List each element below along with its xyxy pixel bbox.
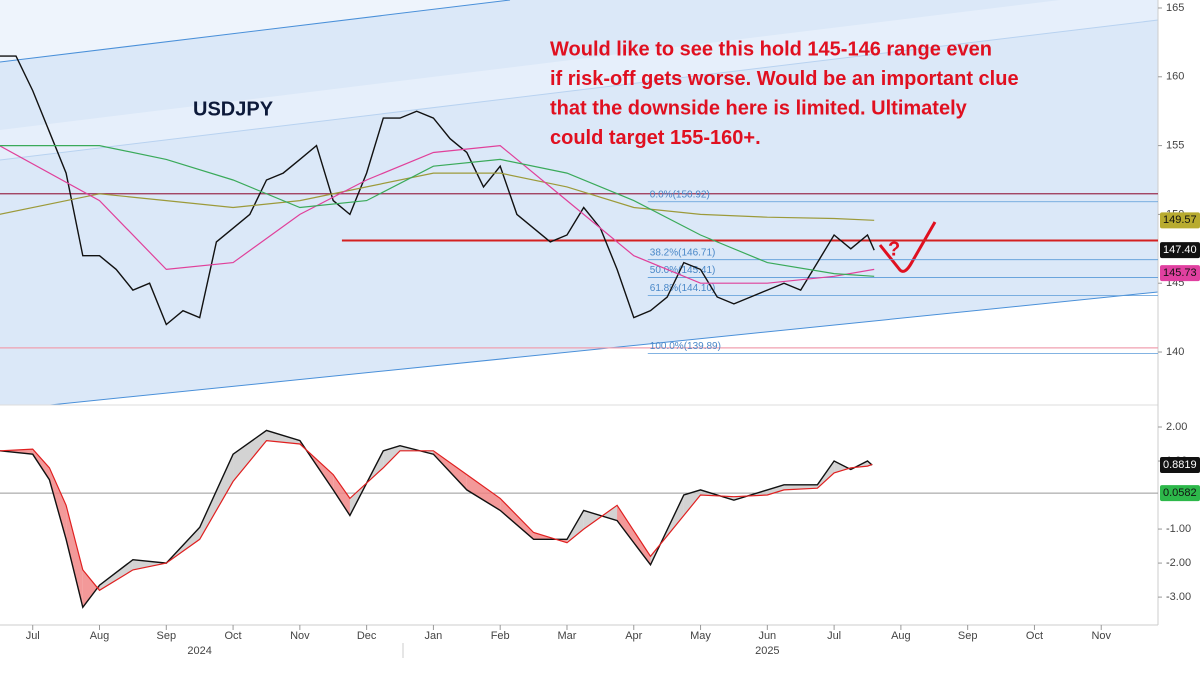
last-value-label: 149.57 (1163, 214, 1197, 226)
x-tick-label: May (690, 630, 711, 642)
last-value-label: 0.0582 (1163, 487, 1197, 499)
x-tick-label: Jun (758, 630, 776, 642)
divergence-fill (199, 454, 234, 540)
plot: 1401451501551601650.0%(150.92)38.2%(146.… (0, 2, 1200, 657)
x-tick-label: Oct (225, 630, 242, 642)
trendline (0, 0, 511, 63)
divergence-fill (99, 559, 133, 591)
year-label: 2024 (187, 645, 211, 657)
annotation: that the downside here is limited. Ultim… (550, 97, 968, 119)
trendline (0, 19, 1159, 161)
last-value-tag (1160, 212, 1200, 229)
y-tick-label: -2.00 (1166, 557, 1191, 569)
series-line (0, 429, 873, 609)
divergence-fill (266, 430, 300, 445)
background (0, 0, 1159, 658)
x-tick-label: Mar (558, 630, 577, 642)
divergence-fill (233, 430, 267, 482)
fib-label: 61.8%(144.10) (650, 283, 716, 294)
x-tick-label: Sep (156, 630, 176, 642)
divergence-fill (383, 445, 401, 468)
x-tick-label: Jul (827, 630, 841, 642)
divergence-fill (834, 461, 851, 473)
channel-band (0, 0, 1158, 160)
y-tick-label: 160 (1166, 71, 1184, 83)
divergence-fill (66, 505, 83, 608)
series-line (0, 145, 875, 277)
x-tick-label: Nov (290, 630, 310, 642)
x-tick-label: Aug (90, 630, 110, 642)
series-line (0, 55, 875, 326)
y-tick-label: -1.00 (1166, 523, 1191, 535)
x-tick-label: Jul (26, 630, 40, 642)
annotation: if risk-off gets worse. Would be an impo… (550, 68, 1019, 90)
annotation-mark: ? (888, 238, 900, 260)
year-label: 2025 (755, 645, 779, 657)
divergence-fill (500, 498, 534, 540)
x-tick-label: Aug (891, 630, 911, 642)
divergence-fill (333, 474, 350, 516)
y-tick-label: -3.00 (1166, 591, 1191, 603)
divergence-fill (617, 505, 651, 565)
last-value-tag (1160, 485, 1200, 502)
y-tick-label: 2.00 (1166, 421, 1187, 433)
checkmark (878, 221, 937, 273)
y-tick-label: 140 (1166, 346, 1184, 358)
x-tick-label: Feb (491, 630, 510, 642)
divergence-fill (466, 474, 501, 511)
last-value-label: 147.40 (1163, 244, 1197, 256)
x-tick-label: Sep (958, 630, 978, 642)
y-tick-label: 155 (1166, 140, 1184, 152)
series-line (0, 172, 875, 221)
fib-label: 50.0%(145.41) (650, 265, 716, 276)
annotation: Would like to see this hold 145-146 rang… (550, 38, 992, 60)
fib-label: 0.0%(150.92) (650, 189, 710, 200)
last-value-label: 145.73 (1163, 267, 1197, 279)
fib-label: 38.2%(146.71) (650, 247, 716, 258)
divergence-fill (49, 467, 67, 540)
y-tick-label: 165 (1166, 2, 1184, 14)
x-tick-label: Nov (1091, 630, 1111, 642)
series-line (0, 439, 873, 592)
trendline (49, 291, 1159, 406)
divergence-fill (850, 461, 868, 470)
x-tick-label: Jan (425, 630, 443, 642)
last-value-label: 0.8819 (1163, 459, 1197, 471)
x-tick-label: Apr (625, 630, 642, 642)
chart-title: USDJPY (193, 98, 274, 120)
fib-label: 100.0%(139.89) (650, 341, 721, 352)
series-line (0, 144, 875, 284)
x-tick-label: Oct (1026, 630, 1043, 642)
divergence-fill (767, 484, 785, 496)
divergence-fill (683, 489, 701, 516)
x-tick-label: Dec (357, 630, 377, 642)
annotation: could target 155-160+. (550, 127, 761, 149)
last-value-tag (1160, 242, 1200, 259)
last-value-tag (1160, 457, 1200, 474)
divergence-fill (82, 569, 100, 608)
last-value-tag (1160, 265, 1200, 282)
